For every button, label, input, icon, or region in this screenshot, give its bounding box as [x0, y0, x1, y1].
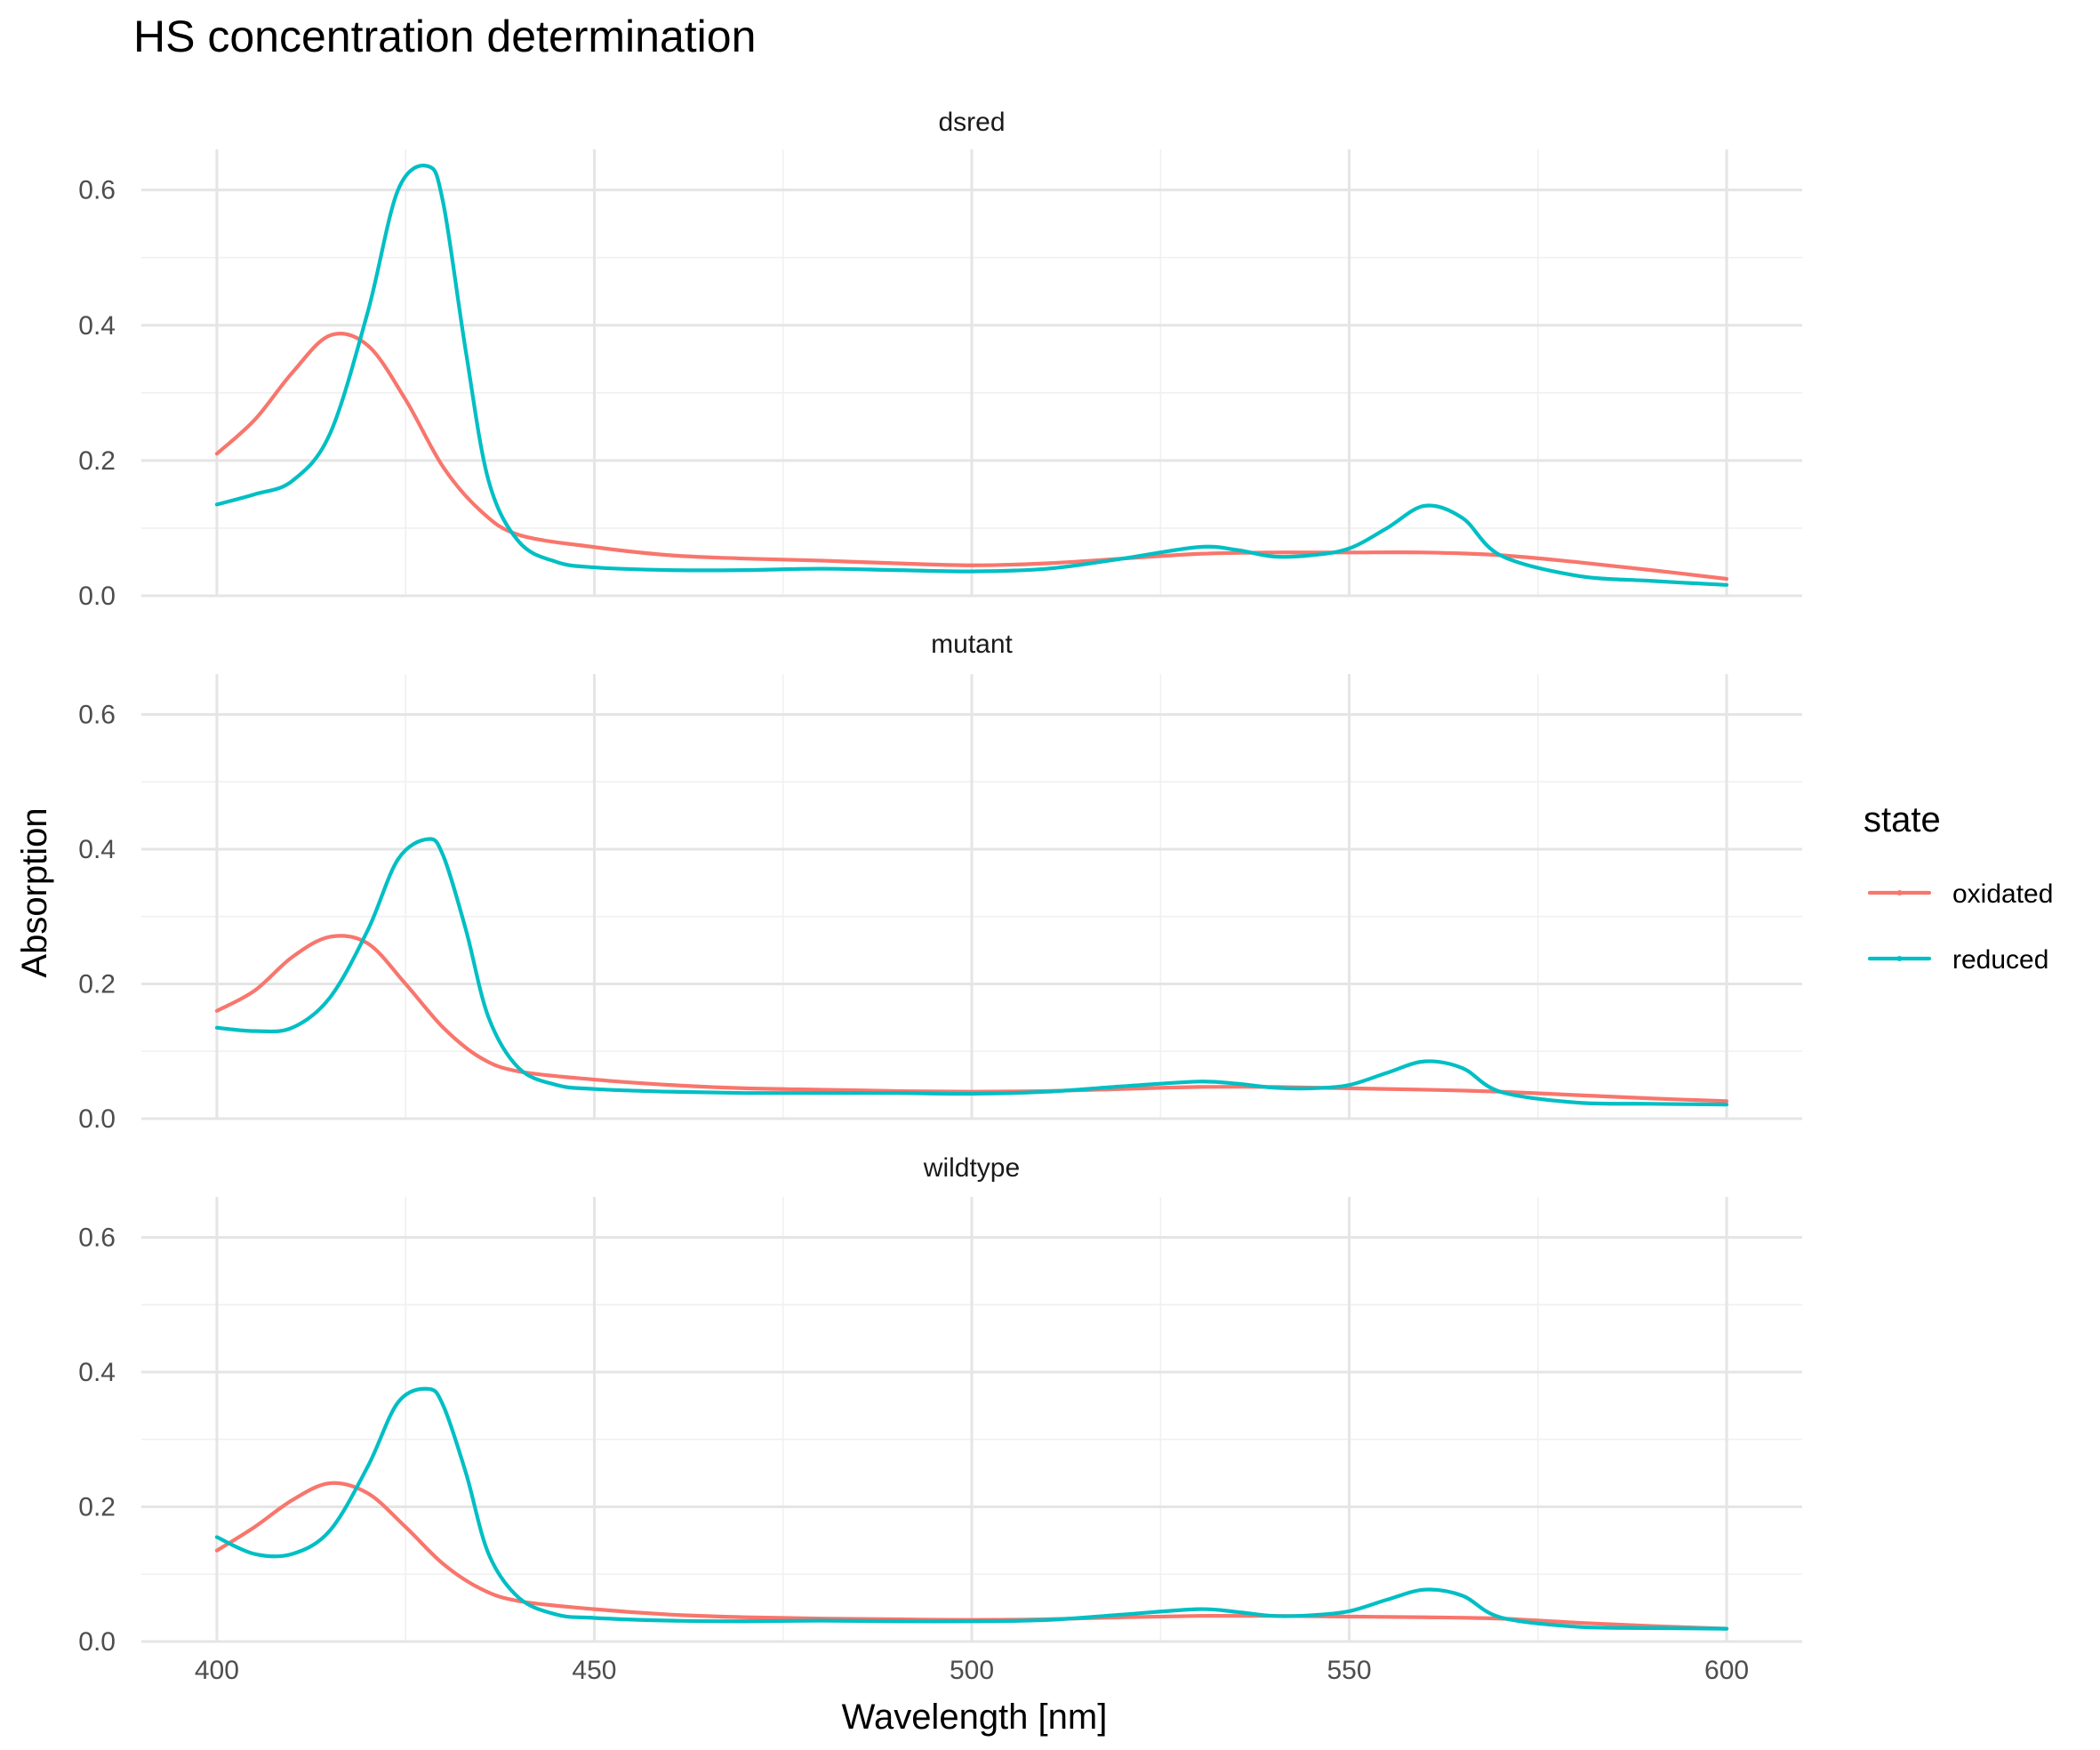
legend-title: state: [1864, 800, 1941, 839]
facet-panels: 0.00.20.40.6dsred0.00.20.40.6mutant0.00.…: [78, 108, 1802, 1685]
series-line-reduced-mutant: [214, 837, 1729, 1107]
y-axis-title: Absorption: [15, 807, 54, 977]
x-axis-title: Wavelength [nm]: [842, 1698, 1108, 1737]
facet-label-wildtype: wildtype: [923, 1153, 1020, 1183]
series-line-oxidated-dsred: [214, 332, 1729, 582]
legend-items: oxidated reduced: [1867, 879, 2053, 975]
panel-mutant: 0.0 0.2 0.4 0.6 mutant: [78, 630, 1802, 1134]
legend-label-reduced: reduced: [1952, 945, 2048, 975]
panel-dsred: 0.0 0.2 0.4 0.6 dsred: [78, 108, 1802, 611]
facet-label-dsred: dsred: [938, 108, 1005, 137]
facet-label-mutant: mutant: [931, 630, 1013, 659]
y-tick-label: 0.4: [78, 311, 116, 341]
y-tick-label: 0.0: [78, 1104, 116, 1134]
legend-label-oxidated: oxidated: [1952, 879, 2053, 909]
y-tick-label: 0.6: [78, 176, 116, 205]
legend-key-point: [1896, 956, 1903, 961]
y-tick-label: 0.2: [78, 446, 116, 476]
series-line-reduced-wildtype: [214, 1386, 1729, 1631]
y-tick-label: 0.4: [78, 1358, 116, 1387]
x-tick-label: 500: [950, 1656, 994, 1685]
x-tick-label: 450: [572, 1656, 616, 1685]
y-tick-label: 0.2: [78, 1492, 116, 1521]
x-tick-label: 550: [1327, 1656, 1372, 1685]
y-tick-label: 0.2: [78, 969, 116, 999]
y-tick-label: 0.4: [78, 835, 116, 864]
chart-title: HS concentration determination: [133, 12, 756, 61]
legend: state oxidated reduced: [1864, 800, 2053, 975]
y-tick-label: 0.6: [78, 700, 116, 729]
x-tick-label: 400: [195, 1656, 239, 1685]
legend-item-reduced: reduced: [1867, 945, 2048, 975]
y-tick-label: 0.6: [78, 1223, 116, 1252]
y-tick-label: 0.0: [78, 1627, 116, 1657]
panel-wildtype: 0.0 0.2 0.4 0.6 wildtype 400 450 500 550 600: [78, 1153, 1802, 1685]
series-line-oxidated-mutant: [214, 934, 1729, 1104]
legend-item-oxidated: oxidated: [1867, 879, 2053, 909]
series-line-reduced-dsred: [214, 164, 1729, 587]
legend-key-point: [1896, 890, 1903, 895]
x-tick-label: 600: [1704, 1656, 1749, 1685]
y-tick-label: 0.0: [78, 582, 116, 611]
series-line-oxidated-wildtype: [214, 1481, 1729, 1631]
